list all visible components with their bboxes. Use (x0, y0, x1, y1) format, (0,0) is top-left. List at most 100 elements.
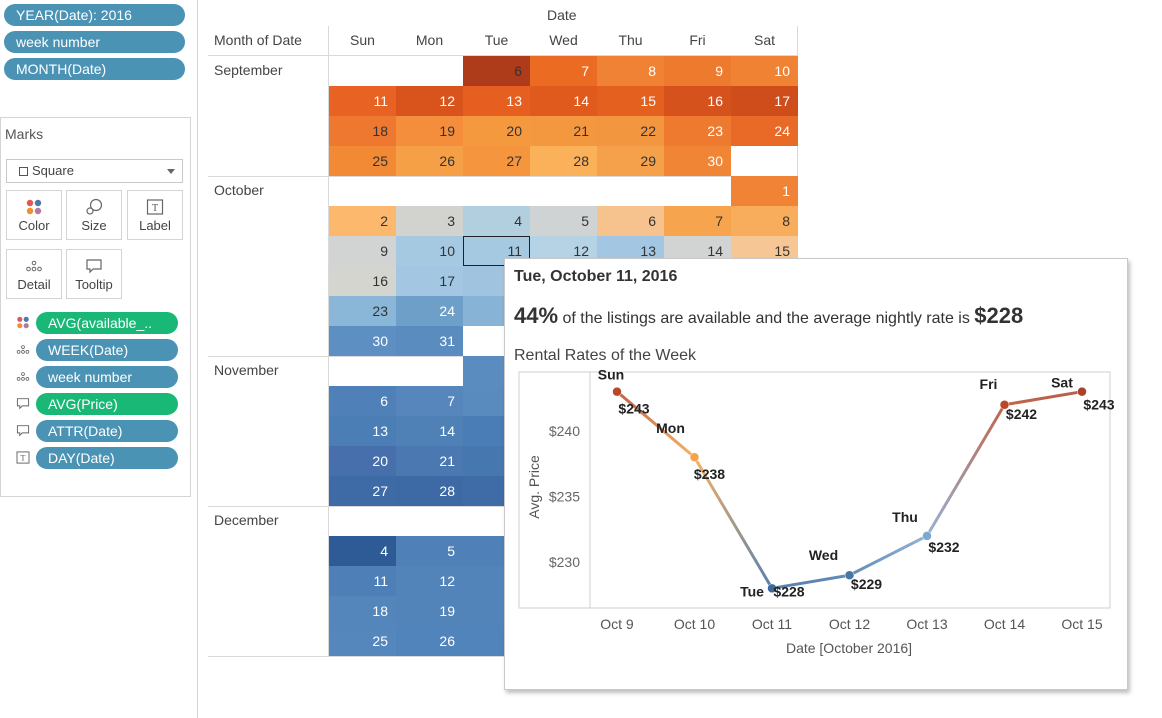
day-cell[interactable]: 7 (664, 206, 731, 236)
day-cell[interactable]: 11 (329, 86, 396, 116)
day-cell[interactable]: 9 (664, 56, 731, 86)
day-cell[interactable]: 25 (329, 626, 396, 656)
day-cell[interactable]: 28 (530, 146, 597, 176)
size-button[interactable]: Size (66, 190, 122, 240)
label-button[interactable]: T Label (127, 190, 183, 240)
day-cell[interactable]: 24 (731, 116, 798, 146)
day-cell[interactable]: 24 (396, 296, 463, 326)
day-header-tue: Tue (484, 32, 509, 48)
point-day-label: Mon (656, 420, 685, 436)
mark-button-label: Detail (17, 277, 51, 292)
marks-field-pill[interactable]: AVG(Price) (36, 393, 178, 415)
filter-pill[interactable]: week number (4, 31, 185, 53)
day-header-sat: Sat (753, 32, 775, 48)
tooltip-button[interactable]: Tooltip (66, 249, 122, 299)
day-cell[interactable]: 28 (396, 476, 463, 506)
filter-pill[interactable]: MONTH(Date) (4, 58, 185, 80)
label-icon: T (15, 450, 31, 466)
day-cell[interactable]: 10 (396, 236, 463, 266)
day-cell[interactable]: 31 (396, 326, 463, 356)
day-cell[interactable]: 6 (463, 56, 530, 86)
day-cell[interactable]: 23 (664, 116, 731, 146)
marks-field-pill[interactable]: ATTR(Date) (36, 420, 178, 442)
series-line-segment (848, 534, 929, 577)
tooltip-icon (15, 423, 31, 439)
day-cell[interactable]: 15 (597, 86, 664, 116)
mark-button-label: Size (81, 218, 107, 233)
rental-rates-chart: $230 $235 $240 Avg. Price Oct 9 Oct 10 Oct 11 O… (518, 367, 1115, 656)
data-point (1077, 386, 1087, 397)
day-cell[interactable]: 21 (530, 116, 597, 146)
day-cell[interactable]: 12 (396, 86, 463, 116)
day-cell[interactable]: 18 (329, 116, 396, 146)
day-cell[interactable]: 27 (463, 146, 530, 176)
detail-button[interactable]: Detail (6, 249, 62, 299)
day-cell[interactable]: 9 (329, 236, 396, 266)
x-tick-label: Oct 9 (600, 616, 634, 632)
day-cell[interactable]: 25 (329, 146, 396, 176)
marks-field-pill[interactable]: AVG(available_.. (36, 312, 178, 334)
day-cell[interactable]: 6 (329, 386, 396, 416)
day-cell[interactable]: 5 (396, 536, 463, 566)
day-cell[interactable]: 20 (329, 446, 396, 476)
day-cell[interactable]: 12 (396, 566, 463, 596)
day-cell[interactable]: 27 (329, 476, 396, 506)
day-cell[interactable]: 3 (396, 206, 463, 236)
day-cell[interactable]: 29 (597, 146, 664, 176)
day-cell[interactable]: 13 (463, 86, 530, 116)
day-cell[interactable]: 26 (396, 146, 463, 176)
point-day-label: Fri (980, 376, 998, 392)
series-line-segment (615, 390, 696, 459)
day-cell[interactable]: 23 (329, 296, 396, 326)
data-point (999, 400, 1010, 410)
month-label-november: November (214, 362, 279, 378)
day-cell[interactable]: 20 (463, 116, 530, 146)
day-cell[interactable]: 26 (396, 626, 463, 656)
tooltip-icon (15, 396, 31, 412)
point-day-label: Sun (598, 369, 624, 383)
grid-divider (208, 656, 508, 657)
x-tick-label: Oct 14 (984, 616, 1025, 632)
day-cell[interactable]: 21 (396, 446, 463, 476)
data-value-label: $229 (851, 576, 882, 592)
day-cell[interactable]: 30 (664, 146, 731, 176)
day-cell[interactable]: 22 (597, 116, 664, 146)
day-cell[interactable]: 17 (731, 86, 798, 116)
day-cell[interactable]: 7 (396, 386, 463, 416)
day-cell[interactable]: 16 (329, 266, 396, 296)
day-cell[interactable]: 18 (329, 596, 396, 626)
day-cell[interactable]: 4 (463, 206, 530, 236)
day-cell[interactable]: 14 (530, 86, 597, 116)
day-cell[interactable]: 30 (329, 326, 396, 356)
day-cell[interactable]: 13 (329, 416, 396, 446)
day-cell[interactable]: 1 (731, 176, 798, 206)
day-cell[interactable]: 8 (597, 56, 664, 86)
filter-pill[interactable]: YEAR(Date): 2016 (4, 4, 185, 26)
y-axis-title: Avg. Price (526, 455, 542, 519)
tooltip-summary: 44% of the listings are available and th… (514, 303, 1023, 329)
day-header-wed: Wed (549, 32, 578, 48)
day-cell[interactable]: 5 (530, 206, 597, 236)
marks-field-pill[interactable]: WEEK(Date) (36, 339, 178, 361)
day-cell[interactable]: 19 (396, 596, 463, 626)
day-cell[interactable]: 8 (731, 206, 798, 236)
square-mark-icon (19, 167, 28, 176)
day-cell[interactable]: 17 (396, 266, 463, 296)
day-cell[interactable]: 10 (731, 56, 798, 86)
series-line-segment (770, 573, 851, 590)
marks-field-pill[interactable]: week number (36, 366, 178, 388)
color-button[interactable]: Color (6, 190, 62, 240)
day-cell[interactable]: 14 (396, 416, 463, 446)
day-cell[interactable]: 4 (329, 536, 396, 566)
marks-field-pill[interactable]: DAY(Date) (36, 447, 178, 469)
day-cell[interactable]: 7 (530, 56, 597, 86)
day-cell[interactable]: 19 (396, 116, 463, 146)
day-cell[interactable]: 11 (329, 566, 396, 596)
mark-type-dropdown[interactable]: Square (6, 159, 183, 183)
day-cell[interactable]: 6 (597, 206, 664, 236)
data-point (689, 452, 700, 462)
grid-divider (208, 55, 798, 56)
day-cell[interactable]: 16 (664, 86, 731, 116)
day-cell[interactable]: 2 (329, 206, 396, 236)
x-tick-label: Oct 10 (674, 616, 715, 632)
